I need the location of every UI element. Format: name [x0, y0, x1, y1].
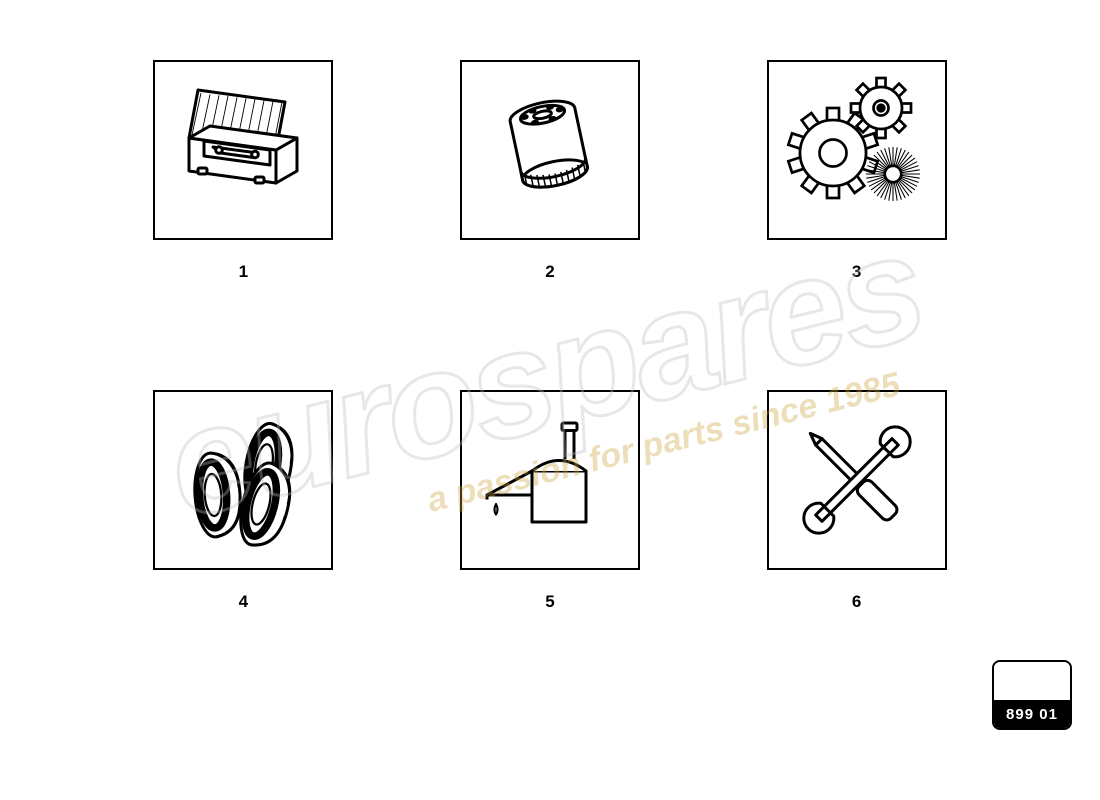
cell-number: 6 — [852, 592, 861, 612]
grid-cell: 2 — [437, 60, 664, 350]
gears-assembly-icon — [767, 60, 947, 240]
grid-cell: 4 — [130, 390, 357, 680]
tools-crossed-icon — [767, 390, 947, 570]
grid-cell: 6 — [743, 390, 970, 680]
cell-number: 2 — [545, 262, 554, 282]
badge-code: 899 01 — [994, 700, 1070, 728]
cell-number: 5 — [545, 592, 554, 612]
oil-filter-icon — [460, 60, 640, 240]
case-with-tool-icon — [153, 60, 333, 240]
oil-can-icon — [460, 390, 640, 570]
cell-number: 1 — [239, 262, 248, 282]
tires-set-icon — [153, 390, 333, 570]
grid-cell: 1 — [130, 60, 357, 350]
badge-top — [994, 662, 1070, 700]
icon-grid: 1 — [0, 0, 1100, 800]
cell-number: 4 — [239, 592, 248, 612]
cell-number: 3 — [852, 262, 861, 282]
grid-cell: 3 — [743, 60, 970, 350]
diagram-code-badge: 899 01 — [992, 660, 1072, 730]
grid-cell: 5 — [437, 390, 664, 680]
